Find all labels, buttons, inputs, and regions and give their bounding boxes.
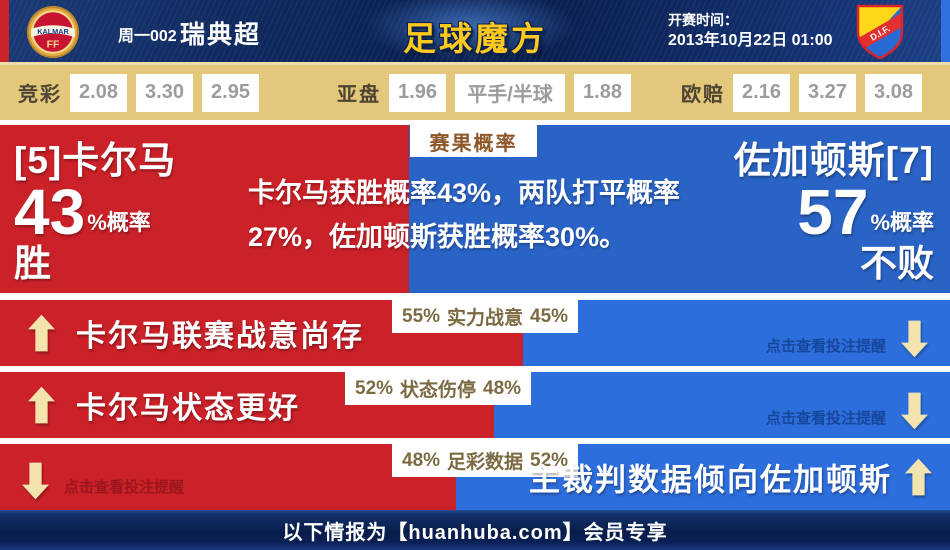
factor-row-lottery-data: 点击查看投注提醒 48% 足彩数据 52% 主裁判数据倾向佐加顿斯 [0, 444, 950, 510]
home-percent-suffix: %概率 [87, 210, 151, 235]
svg-text:KALMAR: KALMAR [37, 27, 69, 36]
away-percent: 57 [797, 176, 869, 248]
home-outcome: 胜 [14, 243, 51, 284]
home-team-block: [5]卡尔马 43 %概率 胜 [14, 139, 176, 287]
factor-away-value: 45% [530, 305, 569, 327]
factor-name: 足彩数据 [447, 452, 524, 473]
header-divider [0, 62, 950, 65]
probability-summary: 卡尔马获胜概率43%，两队打平概率27%，佐加顿斯获胜概率30%。 [248, 178, 681, 252]
factor-name: 状态伤停 [400, 380, 477, 401]
away-team-title: 佐加顿斯[7] [733, 140, 934, 181]
kickoff-datetime: 2013年10月22日 01:00 [668, 32, 833, 49]
header-bar: KALMAR FF 周一002 瑞典超 足球魔方 开赛时间： 2013年10月2… [0, 0, 950, 62]
betting-reminder-link[interactable]: 点击查看投注提醒 [765, 410, 886, 427]
away-percent-suffix: %概率 [870, 210, 934, 235]
jingcai-home-odds: 2.08 [70, 73, 127, 112]
factor-headline: 卡尔马联赛战意尚存 [76, 320, 364, 353]
header-red-edge [0, 0, 9, 62]
jingcai-label: 竞彩 [18, 84, 62, 106]
probability-tag: 赛果概率 [410, 125, 537, 157]
header-blue-edge [941, 0, 950, 62]
home-team-title: [5]卡尔马 [14, 140, 177, 181]
yapan-away-odds: 1.88 [574, 73, 631, 112]
match-code: 周一002 [118, 28, 177, 45]
up-arrow-icon [905, 458, 932, 496]
away-outcome: 不败 [860, 243, 934, 284]
factor-row-strength: 卡尔马联赛战意尚存 55% 实力战意 45% 点击查看投注提醒 [0, 300, 950, 366]
result-probability-panel: 赛果概率 [5]卡尔马 43 %概率 胜 卡尔马获胜概率43%，两队打平概率27… [0, 125, 950, 293]
factor-row-form: 卡尔马状态更好 52% 状态伤停 48% 点击查看投注提醒 [0, 372, 950, 438]
oupei-draw-odds: 3.27 [799, 73, 856, 112]
up-arrow-icon [28, 386, 55, 424]
down-arrow-icon[interactable] [901, 392, 928, 430]
odds-group-oupei: 欧赔 2.16 3.27 3.08 [681, 73, 931, 112]
odds-group-jingcai: 竞彩 2.08 3.30 2.95 [18, 73, 268, 112]
odds-group-yapan: 亚盘 1.96 平手/半球 1.88 [337, 73, 640, 112]
factor-stat-box: 48% 足彩数据 52% [392, 444, 579, 477]
factor-home-value: 52% [355, 377, 394, 399]
factor-stat-box: 55% 实力战意 45% [392, 300, 579, 333]
kickoff-label: 开赛时间： [668, 12, 738, 28]
jingcai-away-odds: 2.95 [202, 73, 259, 112]
factor-home-value: 55% [402, 305, 441, 327]
away-team-block: 佐加顿斯[7] 57 %概率 不败 [734, 139, 934, 287]
factor-headline: 卡尔马状态更好 [76, 392, 300, 425]
home-probability-fill [0, 125, 409, 293]
yapan-home-odds: 1.96 [389, 73, 446, 112]
up-arrow-icon [28, 314, 55, 352]
down-arrow-icon[interactable] [901, 320, 928, 358]
oupei-away-odds: 3.08 [865, 73, 922, 112]
footer-bar: 以下情报为【huanhuba.com】会员专享 [0, 510, 950, 550]
yapan-label: 亚盘 [337, 84, 381, 106]
league-name: 瑞典超 [180, 21, 262, 49]
dif-badge-icon: D.I.F. [854, 4, 906, 65]
factor-name: 实力战意 [447, 308, 524, 329]
oupei-label: 欧赔 [681, 84, 725, 106]
factor-home-value: 48% [402, 449, 441, 471]
factor-home-fill [0, 444, 456, 510]
odds-bar: 竞彩 2.08 3.30 2.95 亚盘 1.96 平手/半球 1.88 欧赔 … [0, 65, 950, 120]
brand-logo: 足球魔方 [403, 20, 547, 57]
yapan-handicap: 平手/半球 [455, 73, 565, 112]
jingcai-draw-odds: 3.30 [136, 73, 193, 112]
member-notice: 以下情报为【huanhuba.com】会员专享 [282, 521, 668, 544]
down-arrow-icon[interactable] [22, 462, 49, 500]
kalmar-badge-icon: KALMAR FF [26, 5, 80, 64]
kickoff-time-block: 开赛时间： 2013年10月22日 01:00 [668, 10, 833, 52]
factor-stat-box: 52% 状态伤停 48% [345, 372, 532, 405]
betting-reminder-link[interactable]: 点击查看投注提醒 [765, 338, 886, 355]
svg-text:FF: FF [47, 40, 60, 51]
factor-headline: 主裁判数据倾向佐加顿斯 [529, 462, 892, 498]
factor-away-value: 52% [530, 449, 569, 471]
oupei-home-odds: 2.16 [733, 73, 790, 112]
factor-away-value: 48% [483, 377, 522, 399]
betting-reminder-link[interactable]: 点击查看投注提醒 [64, 479, 185, 496]
home-percent: 43 [14, 176, 86, 248]
